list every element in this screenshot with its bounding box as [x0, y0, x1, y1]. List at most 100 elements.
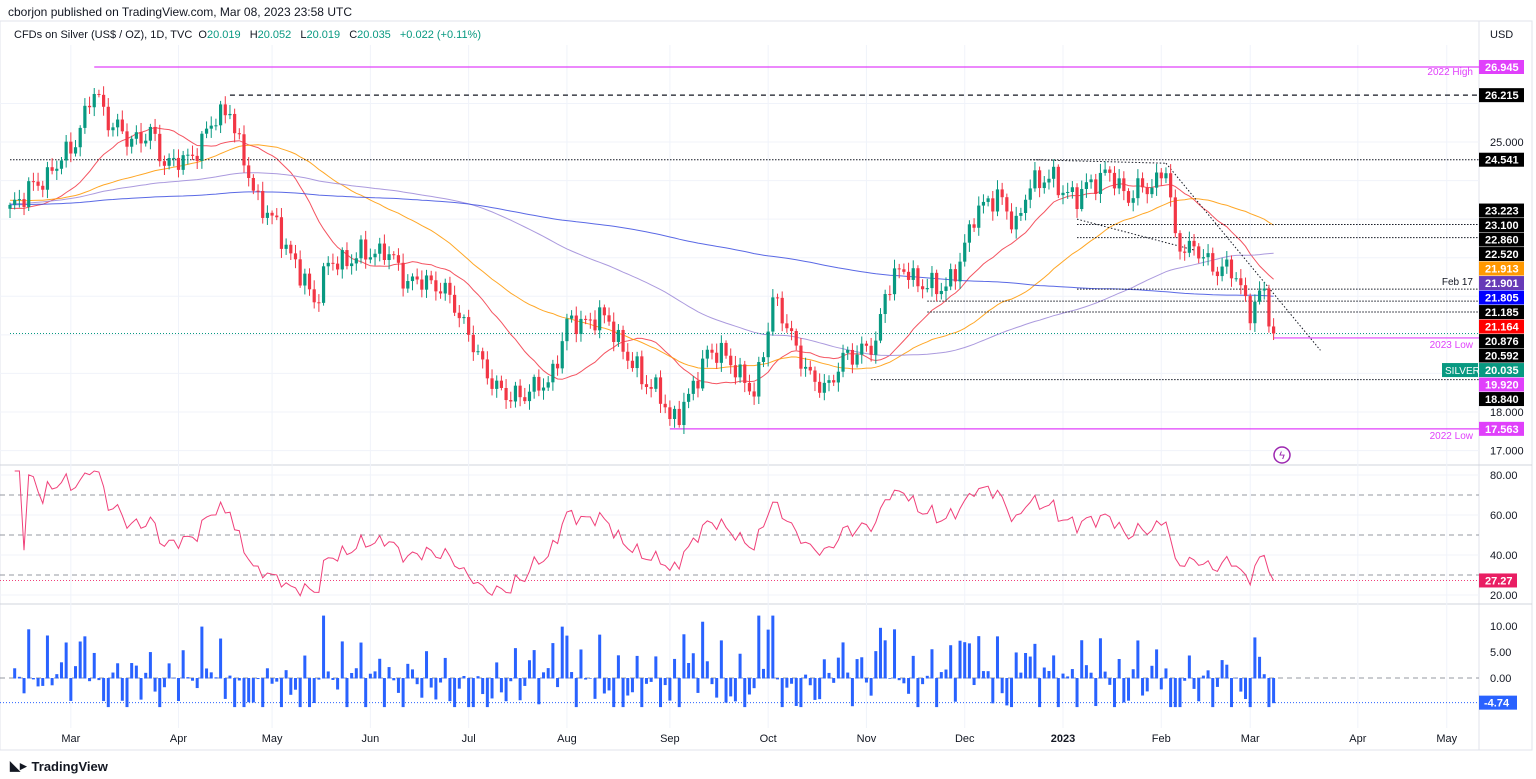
- candle-body: [902, 269, 906, 272]
- candle: [509, 391, 513, 409]
- candle: [312, 280, 316, 309]
- candle: [153, 118, 157, 142]
- candle: [565, 313, 569, 351]
- candle-body: [1005, 197, 1009, 212]
- time-axis-label: Apr: [170, 733, 187, 745]
- candle-body: [612, 321, 616, 342]
- momentum-bar: [705, 661, 709, 679]
- candle: [219, 100, 223, 134]
- candle-body: [555, 363, 560, 369]
- momentum-bar: [1038, 678, 1042, 708]
- symbol-title[interactable]: CFDs on Silver (US$ / OZ), 1D, TVC: [14, 29, 193, 41]
- candle-body: [1272, 326, 1276, 334]
- candle-body: [368, 257, 372, 260]
- candle: [1084, 173, 1088, 198]
- momentum-bar: [485, 678, 489, 708]
- rsi-line: [14, 470, 1275, 597]
- candle-body: [855, 354, 859, 365]
- candle: [696, 372, 700, 398]
- candle-body: [1061, 192, 1065, 196]
- candle-body: [705, 349, 709, 359]
- candle: [537, 369, 541, 397]
- candle: [804, 357, 808, 377]
- momentum-bar: [78, 641, 82, 679]
- candle-body: [888, 294, 892, 296]
- candle: [691, 376, 695, 401]
- momentum-bar: [312, 678, 316, 704]
- momentum-bar: [1122, 678, 1126, 703]
- candle: [1070, 181, 1074, 199]
- candle: [785, 314, 789, 333]
- candle-body: [410, 276, 415, 282]
- momentum-bar: [733, 678, 737, 702]
- momentum-bar: [677, 678, 681, 708]
- momentum-bar: [518, 678, 522, 701]
- momentum-bar: [13, 668, 17, 679]
- momentum-bar: [261, 678, 265, 708]
- candle: [995, 180, 1000, 217]
- momentum-bar: [621, 678, 625, 708]
- candle-body: [1215, 271, 1220, 277]
- momentum-bar: [1253, 637, 1257, 679]
- momentum-bar: [921, 678, 925, 685]
- rsi-tick-label: 40.00: [1490, 550, 1518, 562]
- candle-body: [696, 380, 700, 389]
- candle: [818, 373, 822, 398]
- price-label: 24.541: [1485, 155, 1519, 167]
- candle: [551, 359, 555, 391]
- level-note: 2022 High: [1427, 67, 1473, 78]
- momentum-bar: [303, 655, 307, 679]
- candle-body: [443, 282, 447, 294]
- candle-body: [387, 254, 391, 261]
- momentum-bar: [869, 678, 873, 696]
- candle: [546, 376, 550, 391]
- candle: [1197, 243, 1201, 264]
- momentum-bar: [406, 663, 410, 679]
- candle: [279, 208, 284, 258]
- candle-body: [1023, 199, 1028, 214]
- candle-body: [906, 271, 911, 280]
- momentum-bar: [144, 672, 148, 679]
- momentum-bar: [776, 678, 780, 680]
- level-note: 2023 Low: [1430, 340, 1474, 351]
- momentum-bar: [340, 641, 344, 679]
- candle: [1267, 284, 1271, 333]
- candle: [97, 89, 101, 98]
- momentum-bar: [467, 678, 471, 708]
- publish-info: cborjon published on TradingView.com, Ma…: [8, 5, 352, 19]
- candle-body: [1009, 211, 1014, 230]
- candle-body: [527, 391, 532, 402]
- momentum-bar: [1173, 678, 1177, 708]
- candle: [518, 379, 522, 407]
- candle-body: [963, 242, 967, 262]
- candle: [724, 340, 728, 359]
- candle: [1169, 164, 1173, 207]
- candle: [392, 251, 396, 260]
- candle-body: [574, 315, 578, 335]
- candle-body: [176, 157, 181, 170]
- candle: [1066, 182, 1070, 199]
- momentum-bar: [415, 678, 419, 685]
- momentum-bar: [448, 678, 452, 702]
- candle-body: [832, 380, 836, 383]
- candle-body: [59, 160, 64, 169]
- logo-icon: ◣▸: [10, 758, 27, 773]
- momentum-bar: [556, 678, 560, 688]
- momentum-bar: [219, 638, 223, 679]
- candle-body: [1169, 173, 1173, 198]
- candle: [485, 351, 489, 385]
- candle: [616, 324, 620, 347]
- candle-body: [644, 384, 649, 388]
- candle-body: [429, 275, 433, 281]
- candle: [921, 279, 925, 299]
- candle: [331, 253, 335, 271]
- candle-body: [36, 181, 40, 186]
- candle: [1187, 231, 1191, 258]
- candle: [233, 108, 237, 143]
- candle: [981, 194, 986, 214]
- candle-body: [41, 185, 45, 190]
- currency-label: USD: [1490, 29, 1514, 41]
- candle-body: [546, 382, 550, 388]
